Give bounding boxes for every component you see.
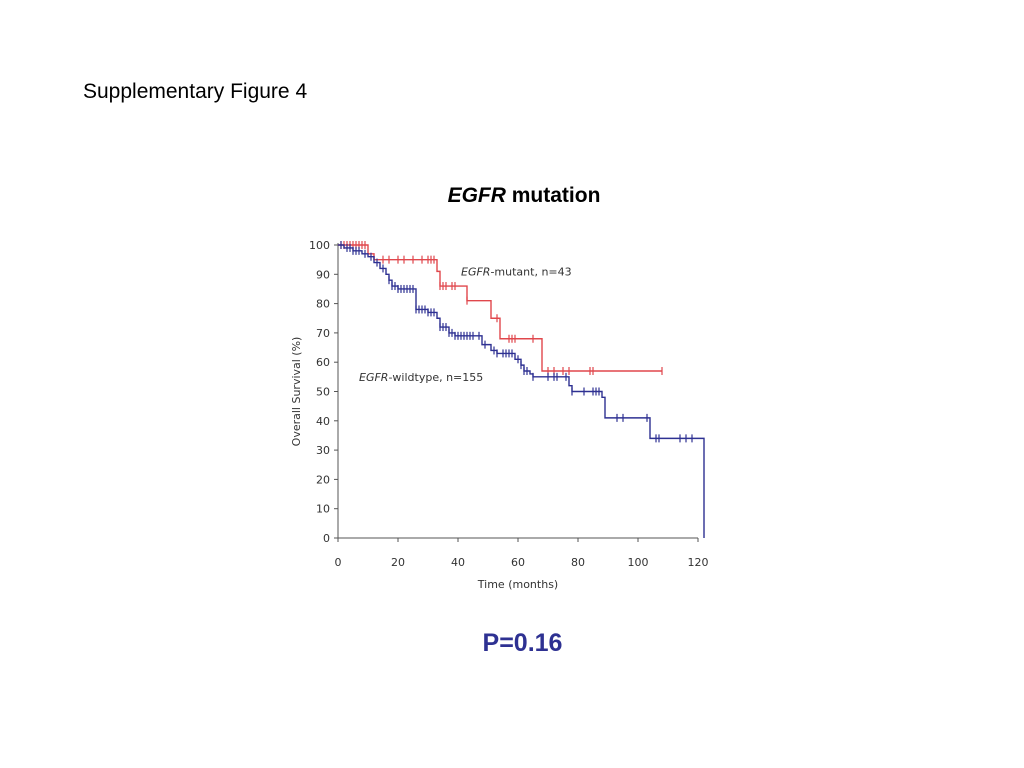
- x-tick-label: 100: [628, 556, 649, 569]
- y-axis-label: Overall Survival (%): [290, 337, 303, 447]
- x-axis-label: Time (months): [477, 578, 558, 591]
- chart-title: EGFR mutation: [0, 184, 1024, 208]
- y-tick-label: 10: [316, 503, 330, 516]
- y-tick-label: 50: [316, 386, 330, 399]
- y-tick-label: 80: [316, 298, 330, 311]
- x-tick-label: 120: [688, 556, 709, 569]
- survival-plot: 0 10 20 30 40 50 60 70 80 90 100 0 20 40 60 80 100 120 Tim…: [290, 239, 709, 591]
- y-tick-label: 30: [316, 444, 330, 457]
- x-tick-label: 20: [391, 556, 405, 569]
- wildtype-series-label: EGFR-wildtype, n=155: [359, 371, 483, 384]
- y-tick-label: 0: [323, 532, 330, 545]
- x-tick-label: 80: [571, 556, 585, 569]
- y-tick-label: 70: [316, 327, 330, 340]
- x-tick-label: 60: [511, 556, 525, 569]
- x-tick-label: 0: [335, 556, 342, 569]
- y-tick-label: 90: [316, 268, 330, 281]
- page-heading: Supplementary Figure 4: [83, 80, 308, 103]
- p-value: P=0.16: [482, 629, 563, 657]
- y-tick-label: 20: [316, 473, 330, 486]
- mutant-series-label: EGFR-mutant, n=43: [461, 265, 572, 278]
- y-tick-label: 100: [309, 239, 330, 252]
- y-tick-label: 60: [316, 356, 330, 369]
- chart-title-gene: EGFR: [447, 184, 506, 207]
- y-tick-label: 40: [316, 415, 330, 428]
- wildtype-survival-curve: [338, 244, 705, 538]
- chart-title-rest: mutation: [505, 184, 601, 207]
- x-tick-label: 40: [451, 556, 465, 569]
- mutant-survival-curve: [338, 244, 662, 372]
